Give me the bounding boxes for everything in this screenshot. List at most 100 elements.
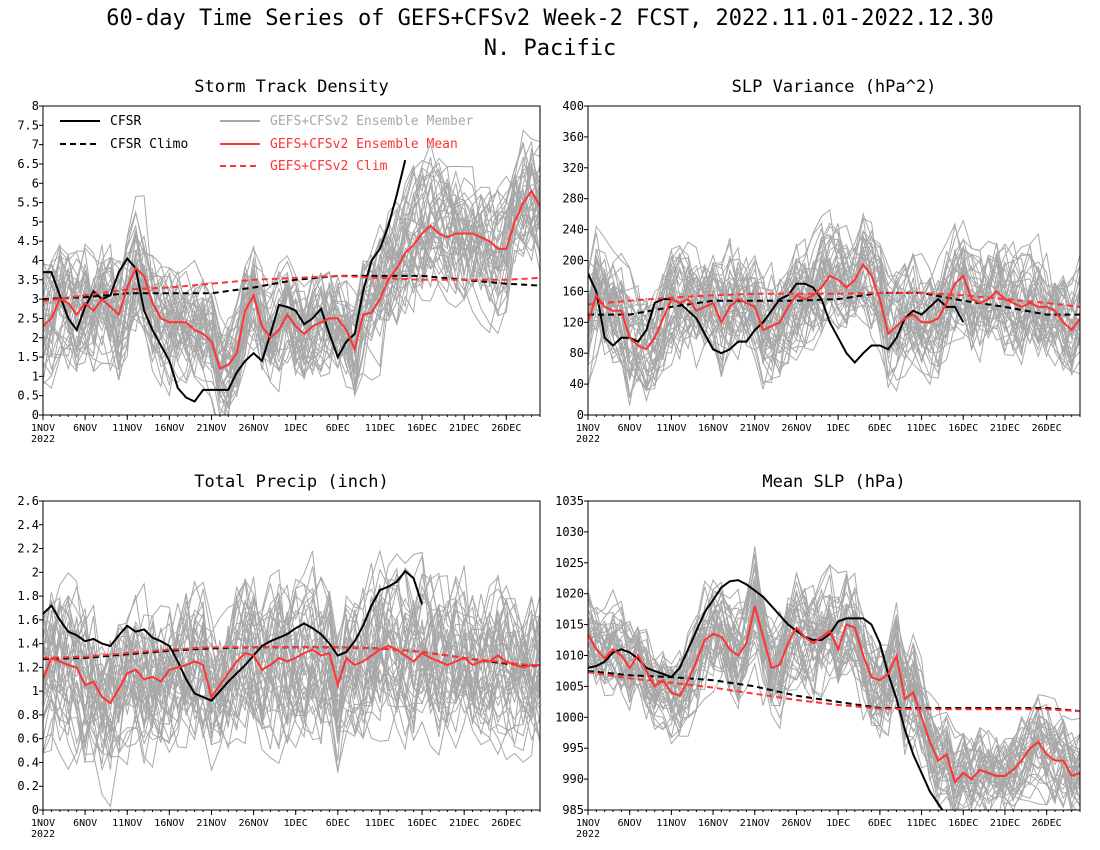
x-tick-label: 16DEC — [407, 423, 437, 434]
ensemble-member-line — [588, 256, 1080, 372]
x-tick-label: 21DEC — [990, 818, 1020, 829]
y-tick-label: 240 — [562, 223, 584, 237]
y-tick-label: 7 — [32, 138, 39, 152]
x-tick-label: 6DEC — [868, 423, 892, 434]
cfsr-line — [43, 569, 424, 702]
panel-title: Storm Track Density — [194, 77, 388, 97]
y-tick-label: 8 — [32, 99, 39, 113]
y-tick-label: 2 — [32, 331, 39, 345]
cfsr-climo-line — [588, 670, 1080, 713]
x-tick-label: 26DEC — [1032, 818, 1062, 829]
x-year-label: 2022 — [31, 829, 55, 840]
x-tick-label: 11DEC — [365, 423, 395, 434]
x-tick-label: 11DEC — [907, 818, 937, 829]
x-tick-label: 6NOV — [618, 818, 642, 829]
y-tick-label: 2 — [32, 565, 39, 579]
gefs-cfsv2-clim-line — [588, 671, 1080, 713]
legend-label: GEFS+CFSv2 Ensemble Mean — [270, 137, 458, 152]
ensemble-member-line — [588, 574, 1080, 791]
ensemble-member-line — [588, 576, 1080, 810]
ensemble-member-line — [588, 222, 1080, 372]
x-tick-label: 11NOV — [112, 818, 142, 829]
ensemble-member-line — [588, 238, 1080, 385]
x-tick-label: 6NOV — [618, 423, 642, 434]
ensemble-members — [43, 129, 540, 415]
ensemble-members — [43, 549, 540, 808]
ensemble-member-line — [43, 161, 540, 382]
ensemble-member-line — [43, 578, 540, 763]
ensemble-member-line — [43, 168, 540, 381]
y-tick-label: 1020 — [555, 587, 584, 601]
y-tick-label: 0.6 — [17, 732, 39, 746]
gefs-cfsv2-clim-line — [43, 646, 540, 668]
x-tick-label: 21DEC — [449, 818, 479, 829]
y-tick-label: 995 — [562, 741, 584, 755]
y-tick-label: 1.8 — [17, 589, 39, 603]
y-tick-label: 360 — [562, 130, 584, 144]
y-tick-label: 2.4 — [17, 518, 39, 532]
x-year-label: 2022 — [31, 434, 55, 445]
y-tick-label: 160 — [562, 284, 584, 298]
cfsr-line — [588, 273, 965, 364]
x-tick-label: 6DEC — [326, 818, 350, 829]
gefs-cfsv2-clim-line — [588, 291, 1080, 308]
x-tick-label: 6NOV — [73, 423, 97, 434]
ensemble-member-line — [43, 575, 540, 755]
y-tick-label: 1005 — [555, 679, 584, 693]
x-tick-label: 6DEC — [326, 423, 350, 434]
ensemble-member-line — [588, 247, 1080, 399]
x-tick-label: 1DEC — [826, 818, 850, 829]
x-tick-label: 6NOV — [73, 818, 97, 829]
figure-title: 60-day Time Series of GEFS+CFSv2 Week-2 … — [106, 6, 994, 31]
ensemble-member-line — [43, 193, 540, 396]
x-tick-label: 26NOV — [781, 818, 811, 829]
ensemble-member-line — [588, 241, 1080, 375]
y-tick-label: 1035 — [555, 494, 584, 508]
ensemble-members — [588, 546, 1080, 810]
y-tick-label: 6.5 — [17, 157, 39, 171]
y-tick-label: 1015 — [555, 618, 584, 632]
legend-label: GEFS+CFSv2 Clim — [270, 159, 388, 174]
x-tick-label: 26NOV — [781, 423, 811, 434]
ensemble-member-line — [588, 580, 1077, 810]
ensemble-member-line — [43, 577, 540, 746]
y-tick-label: 1.6 — [17, 613, 39, 627]
y-tick-label: 200 — [562, 254, 584, 268]
cfsr-climo-line — [588, 291, 1080, 316]
y-tick-label: 5 — [32, 215, 39, 229]
x-tick-label: 1DEC — [284, 818, 308, 829]
y-tick-label: 3.5 — [17, 273, 39, 287]
x-tick-label: 16NOV — [698, 423, 728, 434]
x-tick-label: 26DEC — [491, 818, 521, 829]
ensemble-member-line — [43, 549, 540, 742]
y-tick-label: 3 — [32, 292, 39, 306]
y-tick-label: 1 — [32, 369, 39, 383]
x-tick-label: 1NOV — [31, 818, 55, 829]
x-tick-label: 1NOV — [31, 423, 55, 434]
ensemble-member-line — [43, 592, 540, 744]
x-tick-label: 21NOV — [196, 423, 226, 434]
x-tick-label: 26NOV — [239, 818, 269, 829]
legend: CFSR CFSR Climo GEFS+CFSv2 Ensemble Member… — [60, 114, 474, 174]
panel-title: SLP Variance (hPa^2) — [732, 77, 937, 97]
y-tick-label: 1 — [32, 684, 39, 698]
legend-label: CFSR — [110, 114, 141, 129]
x-tick-label: 11NOV — [112, 423, 142, 434]
cfsr-line — [588, 579, 944, 810]
panel-storm-track-density: Storm Track Density 0 0.5 1 1.5 2 2.5 3 3.5 4 4.5 5… — [17, 77, 541, 445]
y-tick-label: 2.6 — [17, 494, 39, 508]
y-tick-label: 1.5 — [17, 350, 39, 364]
ensemble-member-line — [588, 603, 1080, 795]
y-tick-label: 1.4 — [17, 637, 39, 651]
y-tick-label: 40 — [570, 377, 584, 391]
y-tick-label: 4 — [32, 254, 39, 268]
ensemble-member-line — [43, 141, 540, 389]
x-tick-label: 11DEC — [907, 423, 937, 434]
x-tick-label: 16NOV — [154, 818, 184, 829]
y-tick-label: 0.2 — [17, 779, 39, 793]
ensemble-member-line — [588, 598, 1080, 799]
x-tick-label: 11DEC — [365, 818, 395, 829]
y-tick-label: 1025 — [555, 556, 584, 570]
x-tick-label: 21NOV — [740, 818, 770, 829]
